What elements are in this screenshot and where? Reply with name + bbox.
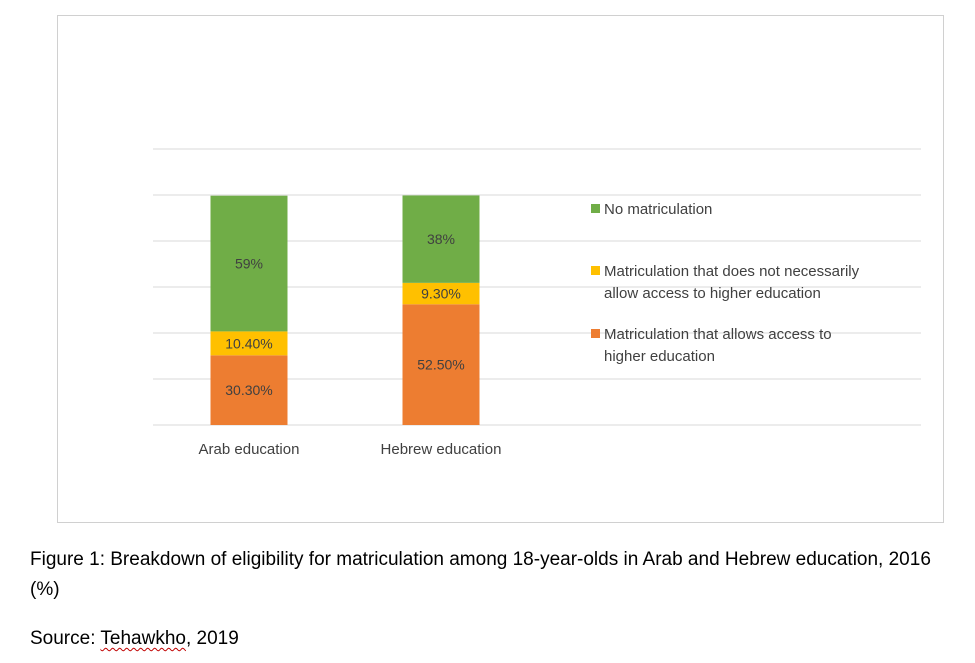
data-label: 52.50%	[417, 357, 464, 373]
source-prefix: Source:	[30, 628, 101, 649]
legend-label: allow access to higher education	[604, 285, 821, 302]
bar-segment	[402, 195, 480, 283]
legend-swatch	[591, 204, 600, 213]
legend-label: No matriculation	[604, 201, 712, 218]
legend-swatch	[591, 329, 600, 338]
legend-label: Matriculation that allows access to	[604, 326, 832, 343]
legend-label: Matriculation that does not necessarily	[604, 263, 860, 280]
bar-segment	[210, 331, 288, 356]
data-label: 30.30%	[225, 382, 272, 398]
data-label: 10.40%	[225, 335, 272, 351]
data-label: 59%	[235, 256, 263, 272]
source-line: Source: Tehawkho, 2019	[30, 624, 239, 654]
bar-segment	[402, 304, 480, 425]
source-suffix: , 2019	[185, 628, 239, 649]
category-label: Hebrew education	[381, 441, 502, 458]
source-name: Tehawkho	[100, 628, 186, 649]
legend-label: higher education	[604, 348, 715, 365]
stacked-bar-chart: 30.30% 10.40% 59% Arab education 52.50% 9.30%…	[153, 148, 921, 458]
bar-segment	[210, 195, 288, 332]
data-label: 9.30%	[421, 286, 461, 302]
chart-frame: 30.30% 10.40% 59% Arab education 52.50% 9.30%…	[57, 15, 944, 523]
category-label: Arab education	[199, 441, 300, 458]
data-label: 38%	[427, 231, 455, 247]
legend-swatch	[591, 266, 600, 275]
bar-segment	[402, 282, 480, 305]
figure-caption: Figure 1: Breakdown of eligibility for m…	[30, 549, 931, 600]
bar-segment	[210, 355, 288, 425]
